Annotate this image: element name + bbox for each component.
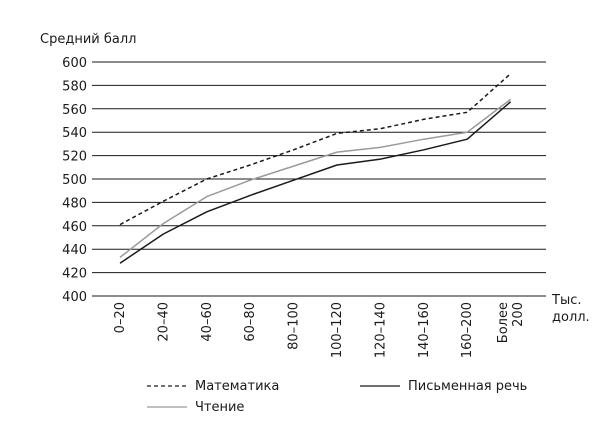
y-tick-500: 500: [62, 173, 87, 188]
y-tick-520: 520: [62, 150, 87, 165]
x-axis-unit-line-2: долл.: [552, 310, 590, 325]
legend: Математика Чтение Письменная речь: [147, 379, 527, 415]
y-tick-540: 540: [62, 126, 87, 141]
legend-label-2: Письменная речь: [408, 379, 527, 394]
legend-label-0: Математика: [195, 379, 279, 394]
x-tick-9-line-1: 200: [511, 302, 526, 327]
y-tick-460: 460: [62, 220, 87, 235]
y-tick-480: 480: [62, 196, 87, 211]
x-tick-labels: 0–20 20–40 40–60 60–80 80–100 100–120 120–140 1…: [113, 302, 526, 358]
y-tick-440: 440: [62, 243, 87, 258]
series-line-1: [119, 98, 512, 258]
x-tick-0: 0–20: [113, 302, 128, 333]
x-axis-unit-line-1: Тыс.: [551, 293, 582, 308]
x-tick-7: 140–160: [417, 302, 432, 358]
gridlines: [92, 61, 546, 297]
x-tick-4: 80–100: [287, 302, 302, 350]
legend-label-1: Чтение: [195, 400, 244, 415]
series-line-0: [119, 73, 512, 226]
y-tick-labels: 400 420 440 460 480 500 520 540 560 580 600: [62, 56, 87, 305]
y-tick-400: 400: [62, 290, 87, 305]
y-tick-580: 580: [62, 79, 87, 94]
x-tick-5: 100–120: [330, 302, 345, 358]
series-lines: [119, 73, 512, 264]
y-tick-560: 560: [62, 103, 87, 118]
x-tick-9-line-0: Более: [496, 302, 511, 343]
y-tick-600: 600: [62, 56, 87, 71]
x-tick-6: 120–140: [373, 302, 388, 358]
x-tick-1: 20–40: [156, 302, 171, 342]
y-axis-title: Средний балл: [40, 32, 136, 47]
x-tick-2: 40–60: [200, 302, 215, 342]
y-tick-420: 420: [62, 267, 87, 282]
x-tick-3: 60–80: [243, 302, 258, 342]
series-line-2: [119, 101, 512, 264]
x-tick-8: 160–200: [460, 302, 475, 358]
